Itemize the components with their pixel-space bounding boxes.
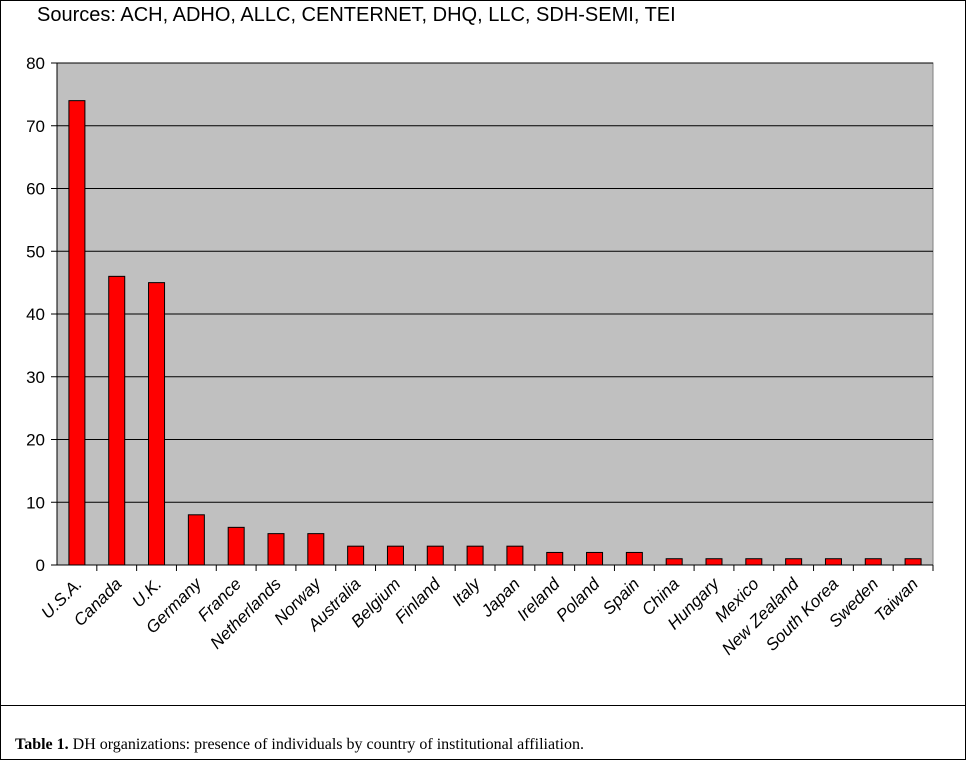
bar-spain — [625, 551, 643, 566]
bar-france — [227, 526, 245, 566]
caption-box: Table 1. DH organizations: presence of i… — [1, 705, 965, 760]
y-tick-label: 30 — [26, 368, 45, 387]
bar-u-s-a- — [68, 100, 86, 566]
bar-mexico — [745, 558, 763, 566]
bar-finland — [426, 545, 444, 566]
bar-chart: Sources: ACH, ADHO, ALLC, CENTERNET, DHQ… — [26, 4, 934, 659]
table-caption: Table 1. DH organizations: presence of i… — [15, 736, 584, 754]
bar-china — [665, 558, 683, 566]
bar-netherlands — [267, 533, 285, 566]
y-tick-label: 50 — [26, 242, 45, 261]
bar-taiwan — [904, 558, 922, 566]
y-tick-label: 40 — [26, 305, 45, 324]
bar-italy — [466, 545, 484, 566]
x-tick-label: Spain — [599, 574, 643, 618]
y-tick-label: 70 — [26, 117, 45, 136]
y-tick-label: 20 — [26, 431, 45, 450]
caption-text: DH organizations: presence of individual… — [68, 736, 584, 753]
bar-sweden — [864, 558, 882, 566]
bar-japan — [506, 545, 524, 566]
bar-belgium — [386, 545, 404, 566]
y-tick-label: 0 — [36, 556, 45, 575]
bar-poland — [586, 551, 604, 566]
bar-canada — [108, 275, 126, 566]
y-tick-label: 10 — [26, 493, 45, 512]
bar-hungary — [705, 558, 723, 566]
bar-u-k- — [148, 282, 166, 566]
bar-south-korea — [824, 558, 842, 566]
bar-australia — [347, 545, 365, 566]
y-tick-label: 80 — [26, 54, 45, 73]
x-tick-label: Finland — [391, 574, 444, 627]
chart-sources: Sources: ACH, ADHO, ALLC, CENTERNET, DHQ… — [37, 4, 676, 26]
bar-norway — [307, 533, 325, 566]
bar-new-zealand — [785, 558, 803, 566]
y-tick-label: 60 — [26, 180, 45, 199]
bar-ireland — [546, 551, 564, 566]
caption-label: Table 1. — [15, 736, 69, 753]
x-tick-label: Taiwan — [871, 574, 922, 625]
bar-germany — [187, 514, 205, 566]
x-tick-label: Poland — [553, 574, 604, 625]
